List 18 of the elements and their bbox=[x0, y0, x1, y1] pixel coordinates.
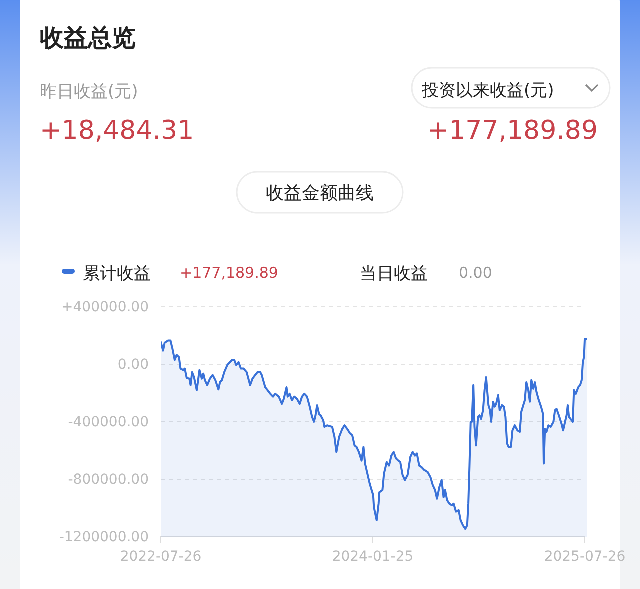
text: +177,189.89 bbox=[427, 116, 598, 146]
text: 0.00 bbox=[459, 264, 492, 282]
text: 投资以来收益(元) bbox=[421, 81, 554, 101]
y-tick-label: -400000.00 bbox=[68, 414, 149, 430]
y-tick-label: +400000.00 bbox=[62, 299, 149, 316]
text: +18,484.31 bbox=[40, 116, 194, 146]
y-tick-label: -800000.00 bbox=[68, 472, 149, 488]
x-tick-label: 2022-07-26 bbox=[120, 548, 202, 565]
text: 当日收益 bbox=[360, 264, 428, 284]
x-tick-label: 2024-01-25 bbox=[332, 548, 414, 565]
legend-label: 累计收益 bbox=[83, 264, 151, 284]
y-tick-label: 0.00 bbox=[118, 356, 149, 373]
text: +177,189.89 bbox=[180, 264, 278, 282]
text: 收益金额曲线 bbox=[266, 183, 374, 204]
chart-title: 收益总览 bbox=[40, 24, 136, 52]
y-tick-label: -1200000.00 bbox=[59, 529, 149, 546]
text: 昨日收益(元) bbox=[40, 82, 138, 102]
x-tick-label: 2025-07-26 bbox=[544, 548, 626, 565]
